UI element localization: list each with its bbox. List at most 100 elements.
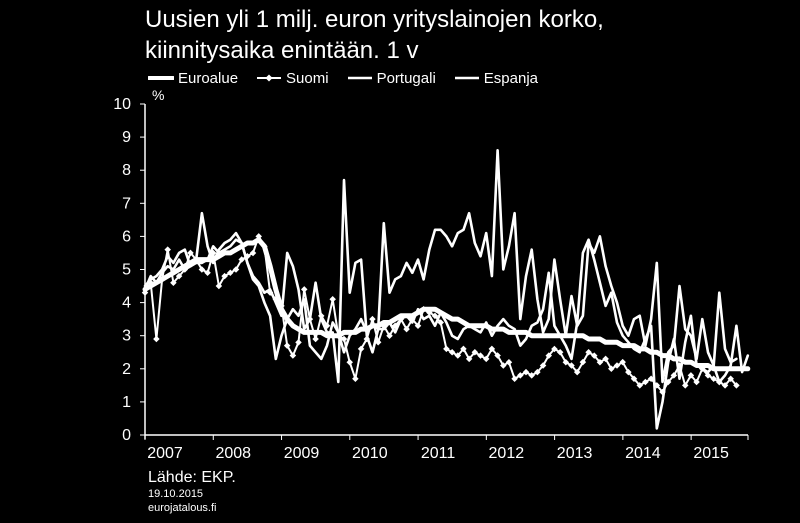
legend-swatch-portugali: [347, 76, 372, 80]
series-marker-suomi: [727, 375, 734, 382]
y-axis-unit-label: %: [152, 87, 165, 103]
y-tick-label: 8: [122, 162, 131, 179]
series-line-euroalue: [142, 237, 751, 372]
y-tick-label: 9: [122, 129, 131, 146]
series-marker-suomi: [374, 339, 382, 346]
series-marker-suomi: [329, 296, 336, 303]
series-marker-suomi: [283, 342, 291, 349]
legend-label-suomi: Suomi: [286, 69, 329, 87]
series-marker-suomi: [556, 349, 564, 356]
series-marker-suomi: [613, 362, 621, 369]
chart-footer: Lähde: EKP. 19.10.2015 eurojatalous.fi: [148, 469, 236, 515]
legend-item-portugali: Portugali: [347, 70, 436, 87]
series-marker-suomi: [488, 345, 496, 353]
series-marker-suomi: [437, 319, 444, 326]
series-marker-suomi: [545, 352, 553, 359]
series-marker-suomi: [670, 372, 678, 379]
y-tick-label: 5: [122, 262, 131, 279]
series-marker-suomi: [505, 358, 513, 366]
series-marker-suomi: [175, 272, 183, 280]
series-marker-suomi: [625, 368, 632, 376]
date-text: 19.10.2015: [148, 488, 204, 500]
series-marker-suomi: [403, 325, 410, 333]
series-marker-suomi: [471, 349, 479, 356]
legend-label-euroalue: Euroalue: [178, 69, 239, 87]
series-marker-suomi: [539, 362, 547, 369]
series-marker-suomi: [187, 249, 194, 257]
series-marker-suomi: [443, 345, 450, 353]
x-tick-label: 2015: [693, 445, 729, 462]
series-marker-suomi: [716, 378, 723, 386]
series-marker-suomi: [448, 348, 456, 356]
legend-item-euroalue: Euroalue: [148, 70, 238, 87]
x-tick-label: 2010: [352, 445, 388, 462]
legend-swatch-espanja: [454, 76, 479, 80]
series-marker-suomi: [295, 339, 302, 346]
series-marker-suomi: [664, 378, 672, 386]
x-tick-label: 2014: [625, 445, 661, 462]
series-marker-suomi: [318, 312, 325, 320]
source-text: Lähde: EKP.: [148, 469, 236, 486]
x-tick-label: 2011: [421, 445, 456, 462]
x-tick-label: 2009: [284, 445, 320, 462]
legend-item-suomi: Suomi: [256, 70, 329, 87]
legend-label-espanja: Espanja: [483, 69, 538, 87]
series-marker-suomi: [209, 249, 217, 257]
series-marker-suomi: [306, 315, 314, 323]
series-marker-suomi: [642, 378, 649, 386]
x-tick-label: 2007: [147, 445, 183, 462]
series-marker-suomi: [721, 382, 729, 389]
series-marker-suomi: [238, 256, 245, 263]
x-tick-label: 2008: [215, 445, 251, 462]
series-marker-suomi: [596, 358, 604, 366]
series-marker-suomi: [482, 355, 490, 363]
y-tick-label: 1: [122, 394, 131, 411]
series-marker-suomi: [528, 372, 535, 379]
series-marker-suomi: [249, 249, 257, 257]
chart-title: Uusien yli 1 milj. euron yrityslainojen …: [145, 4, 604, 66]
series-marker-suomi: [204, 269, 211, 277]
series-marker-suomi: [602, 355, 609, 363]
series-marker-suomi: [522, 368, 530, 376]
series-marker-suomi: [454, 352, 462, 359]
series-marker-suomi: [266, 289, 274, 296]
series-marker-suomi: [346, 358, 353, 366]
legend-label-portugali: Portugali: [376, 69, 436, 87]
y-tick-label: 0: [122, 427, 131, 444]
series-marker-suomi: [562, 358, 570, 366]
x-tick-label: 2012: [489, 445, 525, 462]
series-marker-suomi: [164, 246, 171, 253]
series-marker-suomi: [414, 322, 422, 330]
series-marker-suomi: [431, 312, 439, 320]
series-marker-suomi: [551, 345, 558, 353]
y-tick-label: 10: [113, 96, 131, 113]
series-marker-suomi: [710, 375, 717, 382]
series-marker-suomi: [704, 372, 712, 379]
chart-title-line-2: kiinnitysaika enintään. 1 v: [145, 37, 419, 64]
series-marker-suomi: [244, 252, 251, 260]
series-marker-suomi: [477, 352, 484, 359]
y-tick-label: 6: [122, 228, 131, 245]
legend-swatch-suomi: [257, 74, 282, 82]
series-marker-suomi: [153, 335, 160, 343]
series-marker-suomi: [391, 322, 399, 330]
site-text: eurojatalous.fi: [148, 502, 217, 514]
series-marker-suomi: [215, 282, 223, 290]
series-marker-suomi: [636, 382, 644, 389]
series-marker-suomi: [511, 375, 518, 382]
series-marker-suomi: [465, 355, 473, 363]
series-marker-suomi: [363, 335, 371, 343]
series-marker-suomi: [323, 322, 331, 330]
series-marker-suomi: [591, 352, 598, 359]
series-marker-suomi: [352, 375, 359, 382]
y-tick-label: 2: [122, 361, 131, 378]
series-marker-suomi: [585, 348, 592, 356]
series-marker-suomi: [340, 335, 348, 343]
series-line-portugali: [143, 149, 738, 384]
series-marker-suomi: [369, 315, 376, 323]
series-marker-suomi: [608, 365, 615, 373]
y-tick-label: 7: [122, 195, 131, 212]
legend-swatch-euroalue: [148, 76, 174, 80]
series-marker-suomi: [500, 362, 507, 369]
